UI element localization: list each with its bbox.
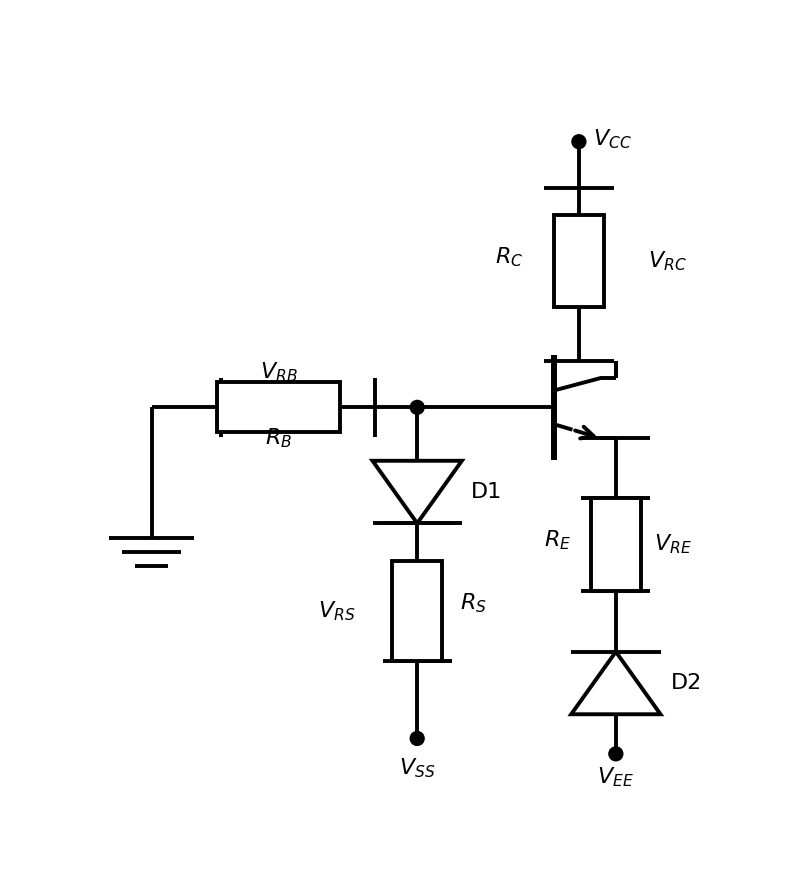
Circle shape	[609, 747, 622, 761]
Text: D2: D2	[671, 673, 703, 693]
Bar	[554, 215, 604, 307]
Bar	[217, 383, 340, 433]
Text: $V_{RC}$: $V_{RC}$	[648, 249, 687, 273]
Circle shape	[410, 731, 424, 746]
Text: D1: D1	[471, 482, 502, 502]
Text: $R_E$: $R_E$	[544, 528, 572, 551]
Text: $R_C$: $R_C$	[495, 245, 524, 269]
Bar	[591, 499, 641, 591]
Text: $V_{RS}$: $V_{RS}$	[318, 599, 356, 624]
Text: $V_{CC}$: $V_{CC}$	[593, 128, 631, 151]
Circle shape	[572, 135, 586, 149]
Bar	[392, 561, 443, 662]
Polygon shape	[572, 652, 661, 714]
Text: $V_{SS}$: $V_{SS}$	[399, 756, 435, 780]
Text: $V_{RE}$: $V_{RE}$	[654, 533, 693, 557]
Text: $V_{RB}$: $V_{RB}$	[259, 361, 298, 384]
Polygon shape	[373, 461, 462, 524]
Text: $V_{EE}$: $V_{EE}$	[598, 765, 634, 789]
Text: $R_S$: $R_S$	[459, 592, 486, 615]
Circle shape	[410, 401, 424, 414]
Text: $R_B$: $R_B$	[265, 426, 292, 450]
